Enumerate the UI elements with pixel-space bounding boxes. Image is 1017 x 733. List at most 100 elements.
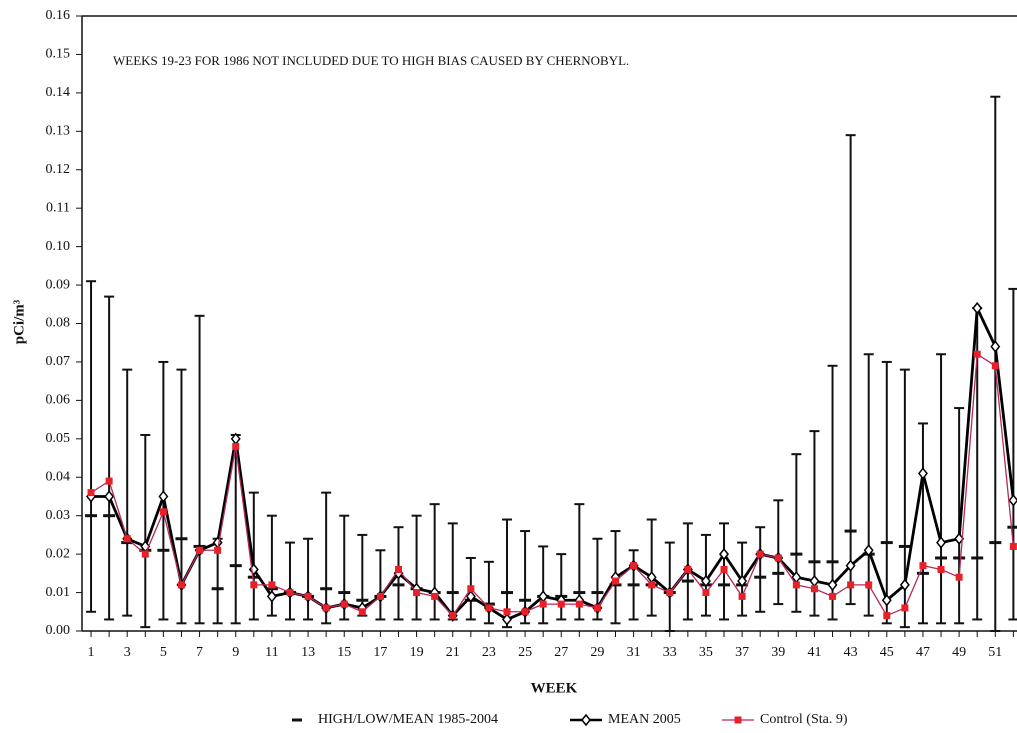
y-tick-label: 0.01 bbox=[46, 585, 71, 600]
y-tick-label: 0.06 bbox=[46, 393, 71, 408]
marker bbox=[719, 547, 729, 561]
marker bbox=[955, 573, 963, 581]
marker bbox=[304, 592, 312, 600]
marker bbox=[340, 600, 348, 608]
y-tick-label: 0.13 bbox=[46, 124, 71, 139]
marker bbox=[972, 301, 983, 315]
x-tick-label: 3 bbox=[124, 645, 131, 660]
marker bbox=[936, 536, 947, 549]
marker bbox=[1009, 542, 1017, 550]
marker bbox=[881, 594, 892, 607]
marker bbox=[105, 477, 113, 485]
marker bbox=[917, 467, 928, 480]
x-tick-label: 27 bbox=[554, 645, 568, 660]
marker bbox=[973, 350, 981, 358]
marker bbox=[810, 585, 818, 593]
marker bbox=[865, 581, 873, 589]
x-tick-label: 1 bbox=[88, 645, 95, 660]
marker bbox=[792, 581, 800, 589]
marker bbox=[431, 592, 439, 600]
marker bbox=[593, 604, 601, 612]
marker bbox=[863, 544, 874, 557]
marker bbox=[847, 581, 855, 589]
x-tick-label: 13 bbox=[301, 645, 315, 660]
y-tick-label: 0.00 bbox=[46, 623, 71, 638]
y-tick-label: 0.03 bbox=[46, 508, 71, 523]
marker bbox=[266, 590, 277, 603]
y-tick-label: 0.11 bbox=[46, 200, 70, 215]
marker bbox=[104, 490, 115, 503]
marker bbox=[829, 592, 837, 600]
x-tick-label: 51 bbox=[988, 645, 1002, 660]
marker bbox=[702, 589, 710, 597]
marker bbox=[756, 550, 764, 558]
x-tick-label: 23 bbox=[482, 645, 496, 660]
marker bbox=[809, 574, 820, 588]
marker bbox=[700, 574, 711, 588]
marker bbox=[358, 608, 366, 616]
marker bbox=[919, 562, 927, 570]
x-axis-label: WEEK bbox=[531, 680, 578, 696]
series-line bbox=[90, 353, 1015, 617]
marker bbox=[575, 600, 583, 608]
marker bbox=[630, 562, 638, 570]
y-tick-label: 0.08 bbox=[46, 316, 71, 331]
marker bbox=[899, 578, 910, 592]
marker bbox=[485, 604, 493, 612]
marker bbox=[1008, 494, 1017, 507]
marker bbox=[827, 578, 838, 592]
marker bbox=[666, 589, 674, 597]
marker bbox=[521, 608, 529, 616]
marker bbox=[376, 592, 384, 600]
marker bbox=[87, 489, 95, 497]
marker bbox=[557, 600, 565, 608]
x-tick-label: 25 bbox=[518, 645, 532, 660]
marker bbox=[720, 566, 728, 573]
y-tick-label: 0.14 bbox=[46, 85, 71, 100]
marker bbox=[901, 604, 909, 612]
x-tick-label: 33 bbox=[663, 645, 677, 660]
x-tick-label: 49 bbox=[952, 645, 966, 660]
y-tick-label: 0.12 bbox=[46, 162, 71, 177]
x-tick-label: 9 bbox=[232, 645, 239, 660]
marker bbox=[413, 589, 421, 597]
series-line bbox=[91, 302, 1015, 622]
y-tick-label: 0.09 bbox=[46, 277, 71, 292]
x-tick-label: 29 bbox=[590, 645, 604, 660]
marker bbox=[990, 340, 1001, 353]
marker bbox=[158, 490, 169, 503]
legend-label: Control (Sta. 9) bbox=[760, 712, 848, 727]
x-tick-label: 11 bbox=[265, 645, 278, 660]
marker bbox=[503, 608, 511, 616]
x-tick-label: 45 bbox=[880, 645, 894, 660]
marker bbox=[141, 550, 149, 558]
x-tick-label: 21 bbox=[446, 645, 460, 660]
x-tick-label: 41 bbox=[807, 645, 821, 660]
marker bbox=[539, 600, 547, 608]
marker bbox=[774, 554, 782, 562]
x-tick-label: 5 bbox=[160, 645, 167, 660]
marker bbox=[684, 566, 692, 573]
x-tick-label: 35 bbox=[699, 645, 713, 660]
marker bbox=[232, 443, 240, 450]
x-tick-label: 37 bbox=[735, 645, 749, 660]
y-tick-label: 0.10 bbox=[46, 239, 71, 254]
marker bbox=[845, 559, 856, 572]
x-tick-label: 39 bbox=[771, 645, 785, 660]
legend-marker bbox=[581, 713, 591, 727]
marker bbox=[177, 581, 185, 589]
x-tick-label: 31 bbox=[627, 645, 641, 660]
marker bbox=[286, 589, 294, 597]
marker bbox=[268, 581, 276, 589]
marker bbox=[465, 590, 476, 603]
marker bbox=[449, 612, 457, 620]
marker bbox=[648, 581, 656, 589]
marker bbox=[322, 604, 330, 612]
y-tick-label: 0.02 bbox=[46, 546, 71, 561]
x-tick-label: 15 bbox=[337, 645, 351, 660]
marker bbox=[394, 566, 402, 573]
x-tick-label: 47 bbox=[916, 645, 930, 660]
x-tick-label: 17 bbox=[373, 645, 387, 660]
